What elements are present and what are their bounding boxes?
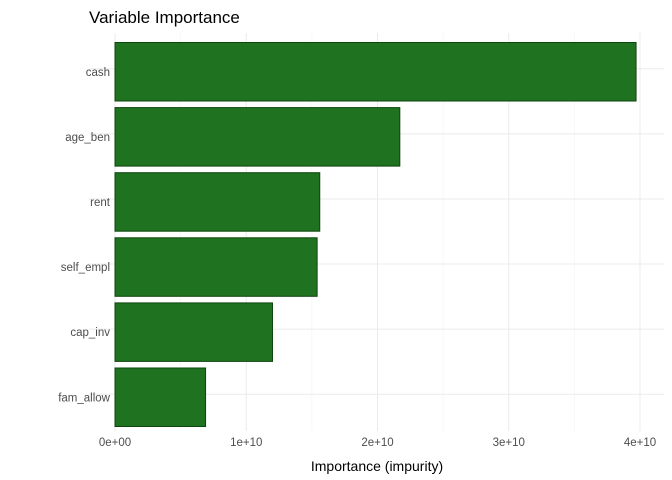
- bar-cap_inv: [114, 302, 273, 362]
- bar-cash: [114, 42, 637, 102]
- y-tick-label: self_empl: [61, 262, 110, 274]
- x-tick-label: 1e+10: [230, 437, 262, 449]
- bar-rent: [114, 172, 321, 232]
- bar-fam_allow: [114, 367, 207, 427]
- y-tick-label: rent: [90, 197, 111, 209]
- y-tick-label: cap_inv: [70, 327, 110, 339]
- chart-title: Variable Importance: [89, 8, 240, 27]
- x-tick-label: 2e+10: [361, 437, 393, 449]
- x-axis-title: Importance (impurity): [311, 458, 443, 474]
- bar-self_empl: [114, 237, 318, 297]
- x-tick-label: 3e+10: [493, 437, 525, 449]
- y-tick-label: age_ben: [65, 132, 110, 144]
- bars: [114, 42, 637, 427]
- x-tick-labels: 0e+00 1e+10 2e+10 3e+10 4e+10: [99, 437, 656, 449]
- y-tick-label: cash: [86, 67, 110, 79]
- bar-age_ben: [114, 107, 401, 167]
- y-tick-label: fam_allow: [58, 392, 110, 404]
- x-tick-label: 4e+10: [624, 437, 656, 449]
- x-tick-label: 0e+00: [99, 437, 131, 449]
